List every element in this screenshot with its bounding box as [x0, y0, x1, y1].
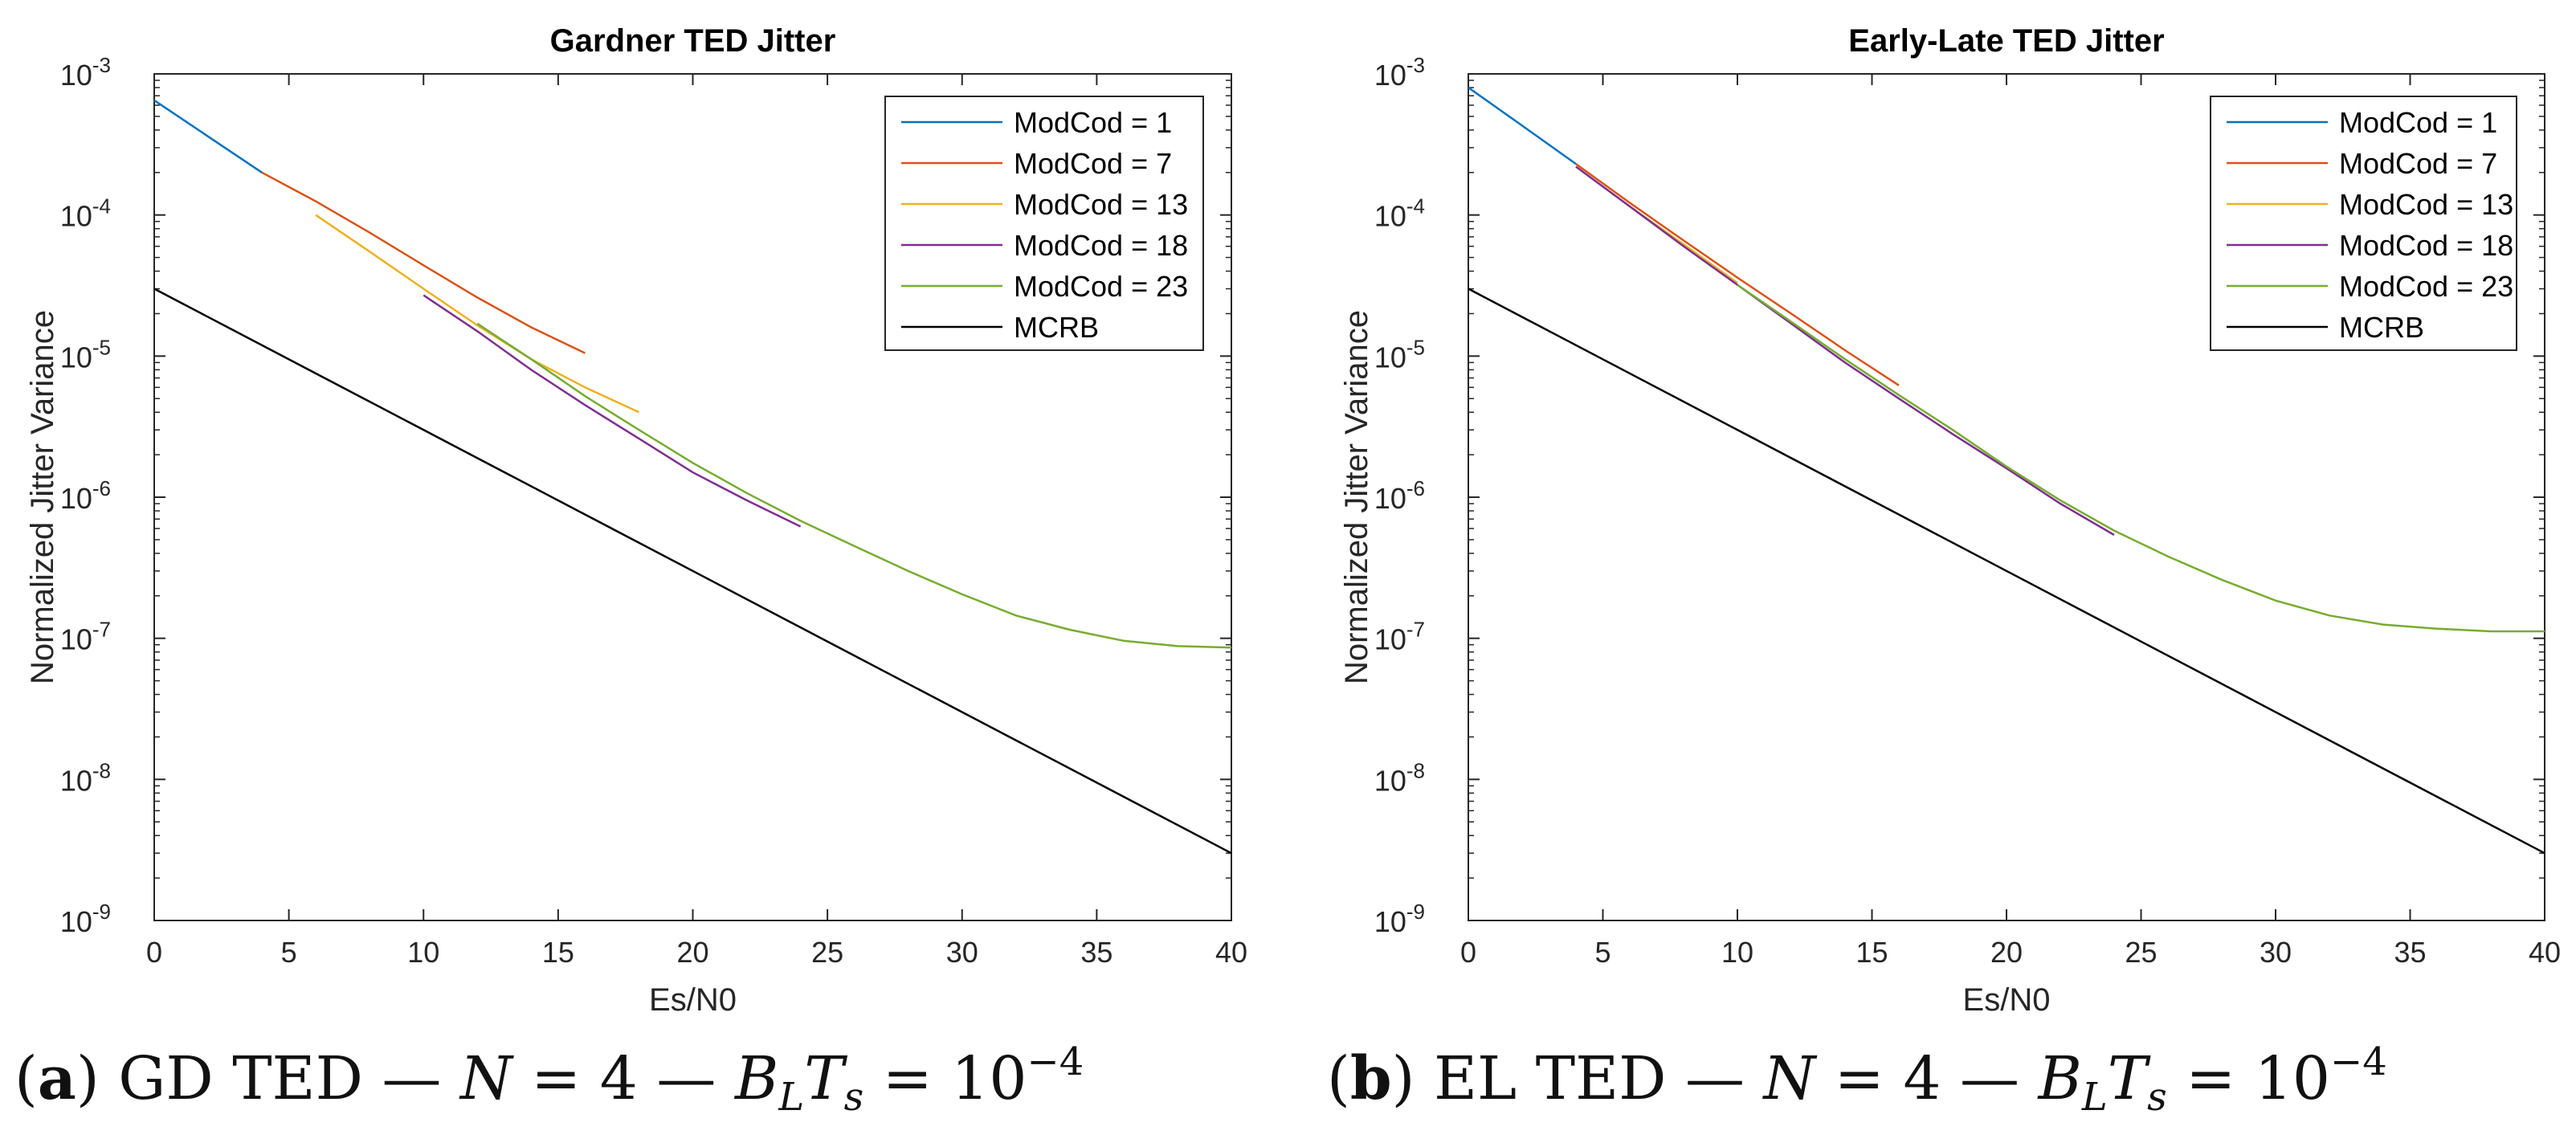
- caption-b-ted: EL TED: [1434, 1044, 1667, 1113]
- legend-box: [2210, 96, 2517, 351]
- y-tick-label: 10-3: [60, 53, 111, 92]
- x-tick-label: 35: [2394, 936, 2426, 969]
- series-line-6: [1468, 288, 2545, 855]
- series-line-6: [153, 288, 1232, 855]
- chart-2: Early-Late TED Jitter 0 5 10 15 20 25 30 35 40 10-…: [1339, 23, 2561, 1018]
- legend-label-1: ModCod = 1: [1014, 106, 1172, 139]
- series-line-5: [1737, 284, 2545, 633]
- y-tick-label: 10-9: [60, 900, 111, 938]
- y-tick-label: 10-5: [1374, 335, 1425, 373]
- legend-label-5: ModCod = 23: [1014, 270, 1188, 303]
- series-line-4: [423, 294, 802, 528]
- caption-a-ted: GD TED: [118, 1044, 363, 1113]
- caption-a: (a) GD TED — N = 4 — BLTs = 10−4: [14, 1039, 1084, 1120]
- y-tick-label: 10-8: [60, 758, 111, 797]
- series-line-1: [153, 99, 263, 173]
- caption-a-letter: a: [37, 1044, 76, 1113]
- legend-label-4: ModCod = 18: [1014, 229, 1188, 262]
- x-tick-label: 15: [1855, 936, 1888, 969]
- caption-b: (b) EL TED — N = 4 — BLTs = 10−4: [1327, 1039, 2387, 1120]
- series-line-4: [1575, 165, 2115, 537]
- x-tick-label: 0: [1460, 936, 1476, 969]
- chart-title: Early-Late TED Jitter: [1848, 23, 2164, 59]
- x-tick-label: 25: [811, 936, 843, 969]
- legend-label-6: MCRB: [2339, 311, 2424, 344]
- y-tick-label: 10-9: [1374, 900, 1425, 938]
- x-tick-label: 30: [946, 936, 978, 969]
- x-tick-label: 35: [1080, 936, 1112, 969]
- y-tick-label: 10-6: [60, 476, 111, 515]
- legend-box: [884, 96, 1204, 351]
- legend-label-2: ModCod = 7: [1014, 147, 1172, 180]
- series-line-1: [1468, 86, 1577, 165]
- x-tick-label: 10: [1721, 936, 1753, 969]
- y-tick-label: 10-3: [1374, 53, 1425, 92]
- chart-1: Gardner TED Jitter 0 5 10 15 20 25 30 35 40 10-9 10…: [25, 23, 1247, 1018]
- x-tick-label: 40: [2529, 936, 2561, 969]
- x-tick-label: 20: [1990, 936, 2023, 969]
- x-tick-label: 0: [146, 936, 162, 969]
- x-tick-label: 5: [281, 936, 297, 969]
- legend-label-2: ModCod = 7: [2339, 147, 2497, 180]
- legend-label-6: MCRB: [1014, 311, 1099, 344]
- series-line-3: [315, 214, 640, 414]
- x-tick-label: 40: [1215, 936, 1247, 969]
- legend-label-3: ModCod = 13: [2339, 188, 2513, 221]
- y-tick-label: 10-5: [60, 335, 111, 373]
- series-line-2: [1575, 163, 1900, 386]
- y-axis-label: Normalized Jitter Variance: [1339, 310, 1374, 684]
- x-tick-label: 10: [407, 936, 439, 969]
- y-tick-label: 10-7: [60, 618, 111, 656]
- series-line-5: [476, 322, 1232, 649]
- y-tick-label: 10-7: [1374, 618, 1425, 656]
- caption-b-letter: b: [1349, 1044, 1392, 1113]
- x-tick-label: 25: [2125, 936, 2157, 969]
- x-axis-label: Es/N0: [649, 982, 737, 1018]
- y-tick-label: 10-4: [60, 194, 111, 233]
- series-line-2: [261, 171, 586, 354]
- y-axis-label: Normalized Jitter Variance: [25, 310, 60, 684]
- y-tick-label: 10-6: [1374, 476, 1425, 515]
- legend-label-5: ModCod = 23: [2339, 270, 2513, 303]
- x-tick-label: 15: [542, 936, 574, 969]
- legend-label-1: ModCod = 1: [2339, 106, 2497, 139]
- x-tick-label: 5: [1594, 936, 1611, 969]
- chart-title: Gardner TED Jitter: [550, 23, 836, 59]
- x-tick-label: 30: [2260, 936, 2292, 969]
- y-tick-label: 10-4: [1374, 194, 1425, 233]
- legend-label-3: ModCod = 13: [1014, 188, 1188, 221]
- y-tick-label: 10-8: [1374, 758, 1425, 797]
- x-axis-label: Es/N0: [1963, 982, 2051, 1018]
- legend-label-4: ModCod = 18: [2339, 229, 2513, 262]
- x-tick-label: 20: [676, 936, 708, 969]
